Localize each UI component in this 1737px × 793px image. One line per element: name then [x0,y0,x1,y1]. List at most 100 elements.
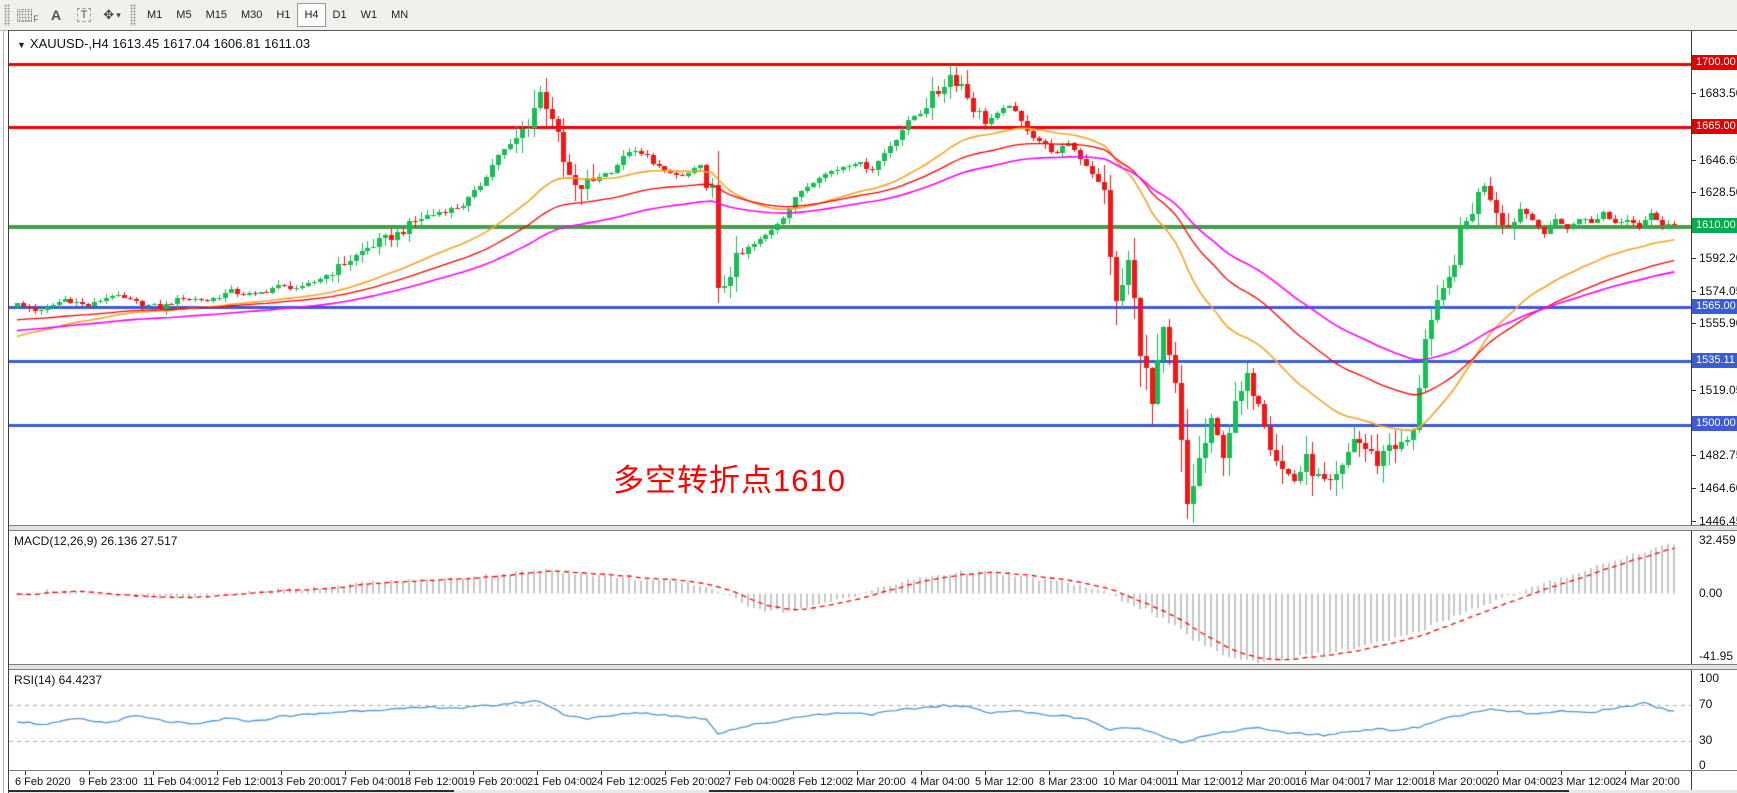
rsi-label: RSI(14) 64.4237 [14,673,103,687]
time-tick [1177,771,1178,775]
symbol-ohlc-readout: XAUUSD-,H4 1613.45 1617.04 1606.81 1611.… [29,36,311,51]
time-tick [89,771,90,775]
time-tick-label: 5 Mar 12:00 [975,776,1034,788]
rsi-axis-label: 0 [1699,758,1706,772]
time-tick-label: 24 Feb 12:00 [591,776,656,788]
time-tick [1497,771,1498,775]
color-scheme-button[interactable]: ✥ ▾ [101,4,123,26]
time-tick-label: 27 Feb 04:00 [719,776,784,788]
macd-axis[interactable]: 32.459 0.00 -41.95 [1691,531,1737,664]
time-tick-label: 11 Feb 04:00 [143,776,208,788]
macd-canvas[interactable] [9,532,1691,665]
timeframe-button-m15[interactable]: M15 [205,9,227,21]
price-level-badge: 1665.00 [1692,119,1737,134]
toolbar: F A T ✥ ▾ M1 M5 M15 M30 H1 H4 D1 W1 MN [0,0,1737,31]
main-chart-panel: ▼ XAUUSD-,H4 1613.45 1617.04 1606.81 1611… [9,30,1737,528]
time-tick [1049,771,1050,775]
time-tick [153,771,154,775]
time-tick-label: 18 Mar 20:00 [1423,776,1488,788]
macd-axis-label: -41.95 [1699,649,1734,663]
timeframe-button-w1[interactable]: W1 [360,9,378,21]
price-level-badge: 1565.00 [1692,299,1737,314]
time-tick [1241,771,1242,775]
time-tick [601,771,602,775]
timeframe-button-d1[interactable]: D1 [332,9,347,21]
price-level-badge: 1500.00 [1692,416,1737,431]
time-tick [1625,771,1626,775]
time-tick [281,771,282,775]
scrollbar-segment[interactable] [709,790,1569,792]
macd-axis-label: 0.00 [1699,586,1723,600]
grid-indicator-icon[interactable]: F [17,4,39,26]
time-tick-label: 23 Mar 12:00 [1551,776,1616,788]
time-tick-label: 8 Mar 23:00 [1039,776,1098,788]
price-tick-dash [1692,455,1696,456]
time-tick-label: 9 Feb 23:00 [79,776,138,788]
font-a-icon: A [50,7,62,23]
panel-splitter[interactable] [9,665,1737,669]
price-tick-dash [1692,291,1696,292]
toolbar-drag-handle[interactable] [4,4,10,26]
price-axis[interactable]: 1683.50 1646.65 1628.50 1592.20 1574.05 1555.… [1691,31,1737,528]
time-tick-label: 17 Feb 04:00 [335,776,400,788]
time-tick [729,771,730,775]
time-tick-label: 16 Mar 04:00 [1295,776,1360,788]
price-tick-label: 1574.05 [1699,284,1737,298]
timeframe-button-h4[interactable]: H4 [297,3,326,27]
time-tick [793,771,794,775]
time-tick [217,771,218,775]
rsi-panel: RSI(14) 64.4237 100 70 30 0 [9,669,1737,772]
price-tick-label: 1628.50 [1699,185,1737,199]
timeframe-button-m1[interactable]: M1 [147,9,163,21]
price-level-badge: 1700.00 [1692,55,1737,70]
chart-annotation: 多空转折点1610 [613,463,846,498]
macd-panel: MACD(12,26,9) 26.136 27.517 32.459 0.00 -4… [9,530,1737,665]
timeframe-button-m30[interactable]: M30 [240,9,263,21]
time-tick-label: 12 Feb 12:00 [207,776,272,788]
price-chart-canvas[interactable] [9,32,1691,526]
price-tick-label: 1555.90 [1699,316,1737,330]
price-tick-dash [1692,93,1696,94]
price-tick-label: 1446.45 [1699,514,1737,528]
price-tick-label: 1592.20 [1699,251,1737,265]
chart-window: ▼ XAUUSD-,H4 1613.45 1617.04 1606.81 1611… [8,30,1737,793]
time-tick [1369,771,1370,775]
toolbar-drag-handle[interactable] [130,4,136,26]
rsi-axis-label: 70 [1699,697,1713,711]
scrollbar-segment[interactable] [9,790,454,792]
time-tick [921,771,922,775]
symbol-dropdown-arrow-icon[interactable]: ▼ [17,40,26,50]
time-tick [985,771,986,775]
time-tick [1561,771,1562,775]
text-label-tool-button[interactable]: T [73,4,95,26]
chevron-down-icon: ▾ [116,9,121,20]
price-tick-label: 1482.75 [1699,448,1737,462]
time-tick-label: 12 Mar 20:00 [1231,776,1296,788]
time-tick-label: 17 Mar 12:00 [1359,776,1424,788]
timeframe-button-h1[interactable]: H1 [276,9,291,21]
text-box-icon: T [76,8,92,22]
panel-splitter[interactable] [9,526,1737,530]
time-tick [25,771,26,775]
price-tick-dash [1692,192,1696,193]
timeframe-button-m5[interactable]: M5 [176,9,192,21]
rsi-canvas[interactable] [9,671,1691,771]
price-tick-dash [1692,258,1696,259]
price-level-badge: 1610.00 [1692,218,1737,233]
rsi-axis[interactable]: 100 70 30 0 [1691,670,1737,772]
font-tool-button[interactable]: A [45,4,67,26]
time-tick-label: 6 Feb 2020 [15,776,71,788]
rsi-axis-label: 30 [1699,733,1713,747]
time-tick [345,771,346,775]
price-tick-dash [1692,323,1696,324]
time-tick [665,771,666,775]
bottom-scrollbar[interactable] [9,790,1737,793]
window-edge-line [3,30,4,793]
time-tick [1305,771,1306,775]
timeframe-button-mn[interactable]: MN [391,9,409,21]
color-tool-icon: ✥ [103,7,115,22]
time-axis[interactable]: 6 Feb 2020 9 Feb 23:00 11 Feb 04:00 12 Feb … [9,771,1737,790]
time-tick [1433,771,1434,775]
grid-icon-letter: F [33,14,39,24]
